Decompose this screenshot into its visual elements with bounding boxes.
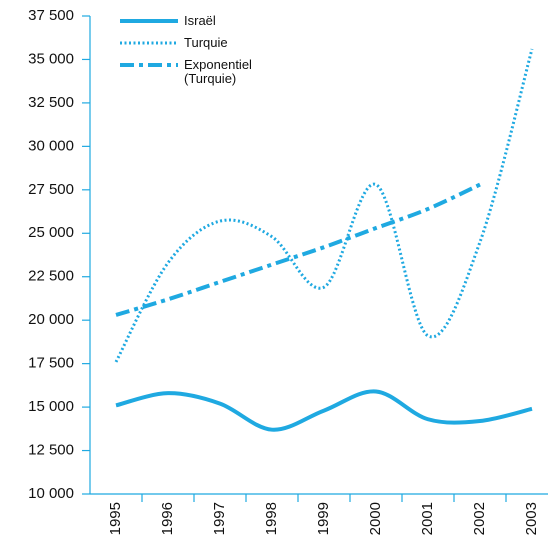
x-tick-label: 2003 [523, 502, 540, 535]
y-tick-label: 22 500 [28, 268, 74, 285]
y-tick-label: 20 000 [28, 311, 74, 328]
series-line [114, 48, 534, 363]
y-tick-label: 25 000 [28, 224, 74, 241]
x-tick-label: 1999 [315, 502, 332, 535]
x-tick-label: 1997 [211, 502, 228, 535]
y-tick-label: 10 000 [28, 485, 74, 502]
legend-swatch [120, 19, 178, 23]
x-tick-label: 1996 [159, 502, 176, 535]
y-tick-label: 35 000 [28, 50, 74, 67]
legend-entry: Exponentiel (Turquie) [120, 58, 264, 86]
legend-swatch [120, 41, 178, 45]
y-tick-label: 37 500 [28, 7, 74, 24]
y-tick-label: 32 500 [28, 94, 74, 111]
legend-entry: Israël [120, 14, 264, 28]
y-tick-label: 12 500 [28, 442, 74, 459]
y-tick-label: 15 000 [28, 398, 74, 415]
x-tick-label: 2001 [419, 502, 436, 535]
legend: Israël Turquie Exponentiel (Turquie) [120, 14, 264, 94]
legend-entry: Turquie [120, 36, 264, 50]
legend-swatch [120, 63, 178, 67]
legend-label: Turquie [184, 35, 228, 50]
legend-label: Israël [184, 13, 216, 28]
series-line [115, 182, 481, 317]
y-tick-label: 30 000 [28, 137, 74, 154]
y-tick-label: 27 500 [28, 181, 74, 198]
x-tick-label: 2000 [367, 502, 384, 535]
x-tick-label: 2002 [471, 502, 488, 535]
series-line [115, 389, 533, 432]
y-tick-label: 17 500 [28, 355, 74, 372]
x-tick-label: 1998 [263, 502, 280, 535]
legend-label: Exponentiel (Turquie) [184, 57, 252, 86]
x-tick-label: 1995 [107, 502, 124, 535]
